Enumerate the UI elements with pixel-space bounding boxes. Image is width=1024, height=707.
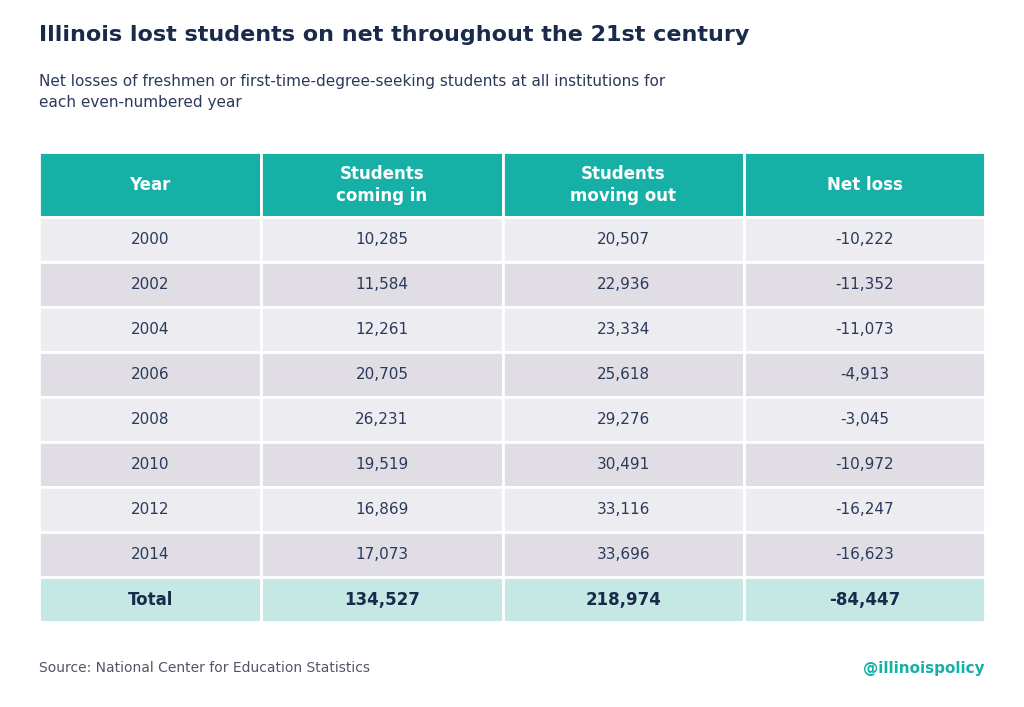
Text: 2000: 2000	[131, 232, 169, 247]
Text: 2008: 2008	[131, 412, 169, 427]
Text: -10,972: -10,972	[836, 457, 894, 472]
Bar	[743, 217, 985, 262]
Bar	[503, 262, 743, 308]
Bar	[39, 577, 261, 622]
Text: 2010: 2010	[131, 457, 169, 472]
Text: 218,974: 218,974	[586, 590, 662, 609]
Text: 19,519: 19,519	[355, 457, 409, 472]
Text: 20,507: 20,507	[597, 232, 649, 247]
Bar	[261, 487, 503, 532]
Bar	[503, 487, 743, 532]
Text: -10,222: -10,222	[836, 232, 894, 247]
Text: Students
coming in: Students coming in	[336, 165, 427, 205]
Text: 17,073: 17,073	[355, 547, 409, 562]
Text: -4,913: -4,913	[840, 367, 889, 382]
Bar	[503, 352, 743, 397]
Text: Net loss: Net loss	[826, 175, 902, 194]
Text: 11,584: 11,584	[355, 277, 409, 292]
Bar	[261, 262, 503, 308]
Text: 20,705: 20,705	[355, 367, 409, 382]
Bar	[743, 262, 985, 308]
Text: 25,618: 25,618	[597, 367, 650, 382]
Bar	[503, 442, 743, 487]
Bar	[39, 397, 261, 442]
Text: 12,261: 12,261	[355, 322, 409, 337]
Bar	[503, 308, 743, 352]
Bar	[39, 217, 261, 262]
Text: 2004: 2004	[131, 322, 169, 337]
Bar	[503, 152, 743, 217]
Text: -84,447: -84,447	[828, 590, 900, 609]
Text: -16,623: -16,623	[835, 547, 894, 562]
Text: Total: Total	[127, 590, 173, 609]
Text: -11,073: -11,073	[836, 322, 894, 337]
Bar	[743, 442, 985, 487]
Bar	[39, 262, 261, 308]
Text: 10,285: 10,285	[355, 232, 409, 247]
Text: 30,491: 30,491	[597, 457, 650, 472]
Text: 23,334: 23,334	[597, 322, 650, 337]
Bar	[261, 152, 503, 217]
Text: @illinoispolicy: @illinoispolicy	[863, 660, 985, 676]
Text: 2002: 2002	[131, 277, 169, 292]
Text: Source: National Center for Education Statistics: Source: National Center for Education St…	[39, 661, 370, 675]
Text: Students
moving out: Students moving out	[570, 165, 676, 205]
Bar	[261, 217, 503, 262]
Bar	[503, 217, 743, 262]
Text: 2006: 2006	[131, 367, 169, 382]
Bar	[743, 397, 985, 442]
Bar	[743, 532, 985, 577]
Bar	[503, 397, 743, 442]
Text: Net losses of freshmen or first-time-degree-seeking students at all institutions: Net losses of freshmen or first-time-deg…	[39, 74, 666, 110]
Bar	[261, 532, 503, 577]
Bar	[39, 532, 261, 577]
Bar	[261, 352, 503, 397]
Text: Illinois lost students on net throughout the 21st century: Illinois lost students on net throughout…	[39, 25, 750, 45]
Text: 22,936: 22,936	[597, 277, 650, 292]
Bar	[39, 308, 261, 352]
Bar	[261, 397, 503, 442]
Bar	[261, 442, 503, 487]
Text: 29,276: 29,276	[597, 412, 650, 427]
Text: 134,527: 134,527	[344, 590, 420, 609]
Bar	[503, 577, 743, 622]
Text: -3,045: -3,045	[840, 412, 889, 427]
Bar	[743, 487, 985, 532]
Bar	[261, 577, 503, 622]
Bar	[743, 152, 985, 217]
Bar	[503, 532, 743, 577]
Text: 2012: 2012	[131, 502, 169, 518]
Text: 16,869: 16,869	[355, 502, 409, 518]
Bar	[743, 577, 985, 622]
Bar	[261, 308, 503, 352]
Text: -16,247: -16,247	[836, 502, 894, 518]
Text: 2014: 2014	[131, 547, 169, 562]
Text: 33,696: 33,696	[596, 547, 650, 562]
Bar	[743, 352, 985, 397]
Bar	[39, 442, 261, 487]
Text: -11,352: -11,352	[836, 277, 894, 292]
Bar	[39, 152, 261, 217]
Text: 33,116: 33,116	[597, 502, 650, 518]
Bar	[39, 487, 261, 532]
Bar	[39, 352, 261, 397]
Text: 26,231: 26,231	[355, 412, 409, 427]
Bar	[743, 308, 985, 352]
Text: Year: Year	[129, 175, 171, 194]
